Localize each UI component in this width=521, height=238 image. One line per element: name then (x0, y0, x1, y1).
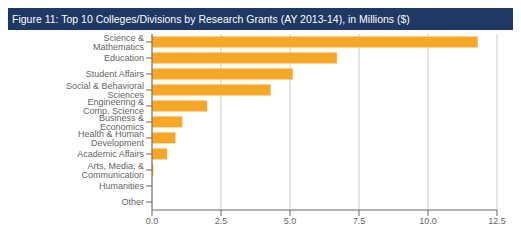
svg-text:Health & HumanDevelopment: Health & HumanDevelopment (78, 129, 145, 148)
svg-text:7.5: 7.5 (353, 216, 366, 226)
html-text:Engineering &: Engineering & (87, 96, 144, 107)
svg-text:Education: Education (104, 53, 144, 63)
html-text:Economics: Economics (100, 121, 144, 132)
svg-text:10.0: 10.0 (419, 216, 437, 226)
svg-text:Academic Affairs: Academic Affairs (77, 149, 144, 159)
svg-text:2.5: 2.5 (215, 216, 228, 226)
svg-text:0.0: 0.0 (146, 216, 159, 226)
html-text:Comp. Science: Comp. Science (83, 105, 144, 116)
svg-text:Science &Mathematics: Science &Mathematics (93, 33, 145, 52)
html-text:Social & Behavioral: Social & Behavioral (66, 80, 144, 91)
svg-text:Arts, Media, &Communication: Arts, Media, &Communication (81, 161, 144, 180)
svg-text:Student Affairs: Student Affairs (86, 69, 145, 79)
svg-text:Other: Other (121, 197, 144, 207)
svg-text:Humanities: Humanities (99, 181, 145, 191)
svg-text:12.5: 12.5 (488, 216, 506, 226)
svg-text:5.0: 5.0 (284, 216, 297, 226)
html-text:Figure 11: Top 10 Colleges/Div: Figure 11: Top 10 Colleges/Divisions by … (12, 13, 410, 25)
html-text:Sciences: Sciences (107, 89, 144, 100)
html-text:Business &: Business & (99, 112, 144, 123)
